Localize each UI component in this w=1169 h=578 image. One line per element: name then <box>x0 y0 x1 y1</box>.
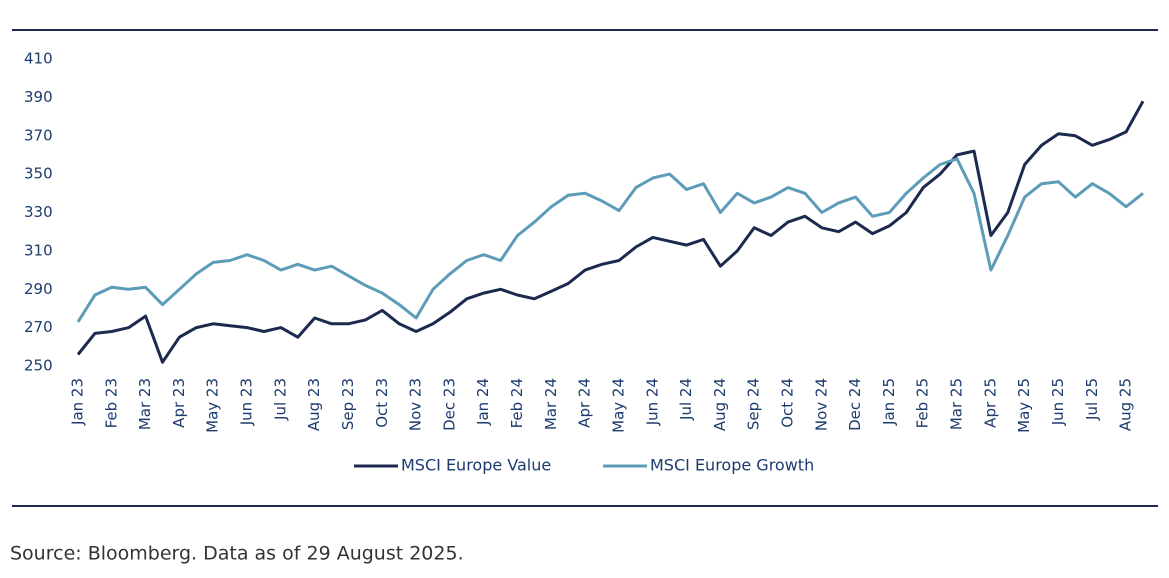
x-tick-label: Feb 23 <box>102 378 120 428</box>
x-tick-label: Feb 24 <box>508 378 526 428</box>
source: Source: Bloomberg. Data as of 29 August … <box>10 543 464 565</box>
x-tick-label: Apr 25 <box>981 378 999 428</box>
x-tick-label: Jun 24 <box>643 378 661 426</box>
x-tick-label: Jul 25 <box>1083 378 1101 421</box>
y-tick-label: 350 <box>24 165 53 183</box>
legend-label: MSCI Europe Growth <box>650 456 814 475</box>
x-tick-label: Nov 24 <box>812 378 830 431</box>
series-line <box>76 100 1145 364</box>
x-tick-label: Dec 23 <box>440 378 458 431</box>
x-tick-label: Apr 23 <box>170 378 188 428</box>
x-tick-label: Jul 24 <box>677 378 695 421</box>
x-tick-label: Jun 23 <box>238 378 256 426</box>
x-tick-label: Dec 24 <box>846 378 864 431</box>
x-tick-label: May 23 <box>204 378 222 433</box>
y-tick-label: 390 <box>24 88 53 106</box>
x-tick-label: Oct 24 <box>779 378 797 428</box>
x-tick-label: May 25 <box>1015 378 1033 433</box>
x-tick-label: Aug 25 <box>1117 378 1135 431</box>
y-tick-label: 250 <box>24 357 53 375</box>
y-tick-label: 330 <box>24 203 53 221</box>
x-tick-label: Sep 23 <box>339 378 357 430</box>
y-tick-label: 310 <box>24 241 53 259</box>
x-tick-label: Aug 24 <box>711 378 729 431</box>
legend-label: MSCI Europe Value <box>401 456 551 475</box>
x-tick-label: Sep 24 <box>745 378 763 430</box>
x-tick-label: Jul 23 <box>271 378 289 421</box>
y-tick-label: 370 <box>24 126 53 144</box>
x-tick-label: May 24 <box>609 378 627 433</box>
x-tick-label: Jan 23 <box>69 378 87 426</box>
x-tick-label: Jan 24 <box>474 378 492 426</box>
x-tick-label: Feb 25 <box>914 378 932 428</box>
x-tick-label: Oct 23 <box>373 378 391 428</box>
y-tick-label: 410 <box>24 50 53 68</box>
x-tick-label: Aug 23 <box>305 378 323 431</box>
x-tick-label: Mar 23 <box>136 378 154 430</box>
x-tick-label: Mar 25 <box>948 378 966 430</box>
x-tick-label: Jan 25 <box>880 378 898 426</box>
x-tick-label: Apr 24 <box>576 378 594 428</box>
y-tick-label: 270 <box>24 318 53 336</box>
x-tick-label: Jun 25 <box>1049 378 1067 426</box>
y-tick-label: 290 <box>24 280 53 298</box>
series-line <box>76 157 1144 323</box>
x-tick-label: Mar 24 <box>542 378 560 430</box>
x-tick-label: Nov 23 <box>407 378 425 431</box>
